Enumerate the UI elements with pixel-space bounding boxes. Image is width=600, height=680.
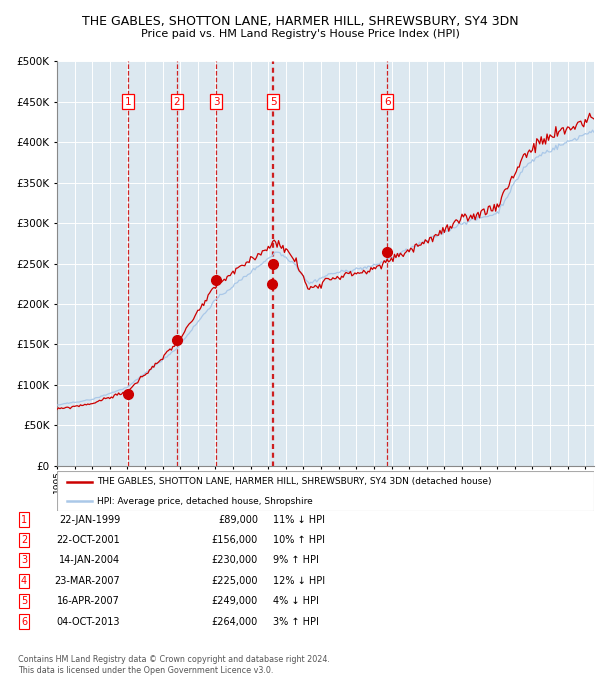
Text: £230,000: £230,000 bbox=[212, 556, 258, 565]
Text: £89,000: £89,000 bbox=[218, 515, 258, 524]
Text: 11% ↓ HPI: 11% ↓ HPI bbox=[273, 515, 325, 524]
Text: 4% ↓ HPI: 4% ↓ HPI bbox=[273, 596, 319, 606]
Text: 16-APR-2007: 16-APR-2007 bbox=[57, 596, 120, 606]
Text: 3% ↑ HPI: 3% ↑ HPI bbox=[273, 617, 319, 626]
Text: Price paid vs. HM Land Registry's House Price Index (HPI): Price paid vs. HM Land Registry's House … bbox=[140, 29, 460, 39]
Text: 5: 5 bbox=[270, 97, 277, 107]
Text: THE GABLES, SHOTTON LANE, HARMER HILL, SHREWSBURY, SY4 3DN: THE GABLES, SHOTTON LANE, HARMER HILL, S… bbox=[82, 15, 518, 28]
Text: 5: 5 bbox=[21, 596, 27, 606]
Text: 14-JAN-2004: 14-JAN-2004 bbox=[59, 556, 120, 565]
Text: 6: 6 bbox=[21, 617, 27, 626]
Text: £156,000: £156,000 bbox=[212, 535, 258, 545]
Text: £264,000: £264,000 bbox=[212, 617, 258, 626]
Text: 04-OCT-2013: 04-OCT-2013 bbox=[56, 617, 120, 626]
Text: 12% ↓ HPI: 12% ↓ HPI bbox=[273, 576, 325, 585]
Text: 4: 4 bbox=[21, 576, 27, 585]
Text: 22-JAN-1999: 22-JAN-1999 bbox=[59, 515, 120, 524]
Text: £249,000: £249,000 bbox=[212, 596, 258, 606]
Text: 23-MAR-2007: 23-MAR-2007 bbox=[54, 576, 120, 585]
Text: 9% ↑ HPI: 9% ↑ HPI bbox=[273, 556, 319, 565]
Text: 22-OCT-2001: 22-OCT-2001 bbox=[56, 535, 120, 545]
Text: 2: 2 bbox=[173, 97, 180, 107]
Text: 10% ↑ HPI: 10% ↑ HPI bbox=[273, 535, 325, 545]
Text: £225,000: £225,000 bbox=[212, 576, 258, 585]
Text: 6: 6 bbox=[384, 97, 391, 107]
Text: THE GABLES, SHOTTON LANE, HARMER HILL, SHREWSBURY, SY4 3DN (detached house): THE GABLES, SHOTTON LANE, HARMER HILL, S… bbox=[97, 477, 492, 486]
Text: 1: 1 bbox=[21, 515, 27, 524]
Text: 2: 2 bbox=[21, 535, 27, 545]
Text: This data is licensed under the Open Government Licence v3.0.: This data is licensed under the Open Gov… bbox=[18, 666, 274, 675]
Text: 1: 1 bbox=[125, 97, 132, 107]
Text: HPI: Average price, detached house, Shropshire: HPI: Average price, detached house, Shro… bbox=[97, 496, 313, 506]
Text: 3: 3 bbox=[21, 556, 27, 565]
Text: Contains HM Land Registry data © Crown copyright and database right 2024.: Contains HM Land Registry data © Crown c… bbox=[18, 655, 330, 664]
Text: 3: 3 bbox=[213, 97, 220, 107]
